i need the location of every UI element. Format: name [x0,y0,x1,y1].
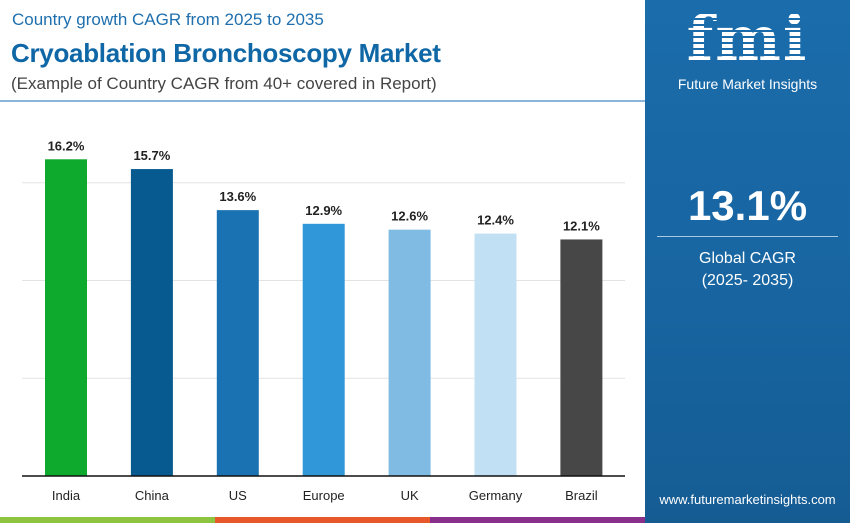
global-cagr-title: Global CAGR [699,250,796,267]
x-tick-label: Germany [469,488,523,503]
global-cagr-value: 13.1% [687,182,808,229]
data-label: 15.7% [133,148,170,163]
footer-strip-purple [430,517,645,523]
info-panel: fmi Future Market Insights 13.1% Global … [645,0,850,523]
fmi-logo: fmi [645,2,850,75]
header-divider [0,100,645,102]
bar-india [45,159,87,477]
x-tick-label: Europe [303,488,345,503]
data-label: 12.4% [477,213,514,228]
x-tick-label: China [135,488,170,503]
data-label: 12.9% [305,203,342,218]
data-label: 12.1% [563,218,600,233]
bar-us [216,210,259,476]
data-label: 13.6% [219,189,256,204]
bar-china [130,169,173,476]
bar-europe [302,223,345,476]
chart-note: (Example of Country CAGR from 40+ covere… [11,74,437,93]
bar-brazil [560,239,603,476]
data-label: 12.6% [391,209,428,224]
x-tick-label: US [229,488,247,503]
website-link[interactable]: www.futuremarketinsights.com [659,492,836,507]
x-tick-label: Brazil [565,488,598,503]
x-tick-label: India [52,488,81,503]
brand-name: Future Market Insights [677,76,818,92]
data-label: 16.2% [48,138,85,153]
page-title: Cryoablation Bronchoscopy Market [11,38,441,68]
x-tick-label: UK [401,488,419,503]
global-cagr-label: Global CAGR (2025- 2035) [645,248,850,292]
bar-uk [388,229,431,476]
footer-strip-green [0,517,215,523]
footer-strip-orange [215,517,430,523]
cagr-divider [657,236,838,237]
chart-subtitle: Country growth CAGR from 2025 to 2035 [12,10,324,29]
bar-chart: 16.2% India 15.7% China 13.6% US 12.9% Europe 12… [22,138,625,503]
bar-germany [474,233,517,476]
global-cagr-period: (2025- 2035) [701,272,794,289]
